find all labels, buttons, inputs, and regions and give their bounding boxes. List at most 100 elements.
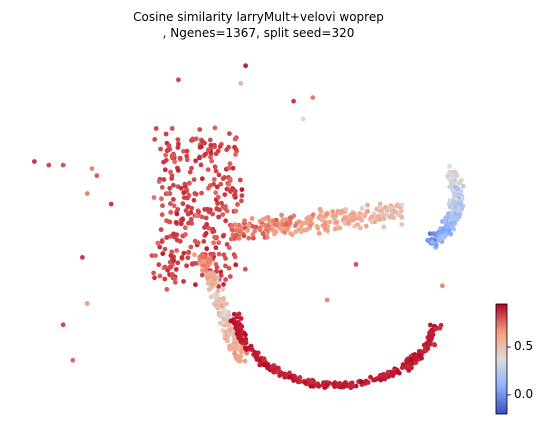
- scatter-point: [181, 195, 187, 201]
- scatter-point: [239, 193, 245, 199]
- scatter-point: [238, 229, 243, 234]
- scatter-point: [159, 239, 165, 245]
- scatter-point: [316, 231, 322, 236]
- scatter-point: [206, 225, 212, 231]
- scatter-point: [60, 162, 66, 168]
- scatter-point: [233, 262, 239, 268]
- scatter-point: [226, 309, 231, 315]
- scatter-point: [350, 215, 355, 221]
- scatter-point: [425, 237, 430, 243]
- scatter-point: [447, 169, 453, 175]
- scatter-point: [244, 350, 250, 356]
- scatter-point: [242, 218, 248, 224]
- scatter-point: [428, 322, 433, 328]
- scatter-point: [323, 382, 329, 388]
- scatter-point: [204, 275, 210, 280]
- scatter-point: [184, 263, 190, 269]
- colorbar: [495, 303, 508, 415]
- scatter-point: [447, 198, 453, 203]
- scatter-point: [317, 213, 323, 219]
- scatter-point: [310, 95, 316, 100]
- scatter-point: [237, 353, 243, 359]
- scatter-point: [242, 266, 248, 272]
- scatter-point: [222, 206, 228, 212]
- scatter-point: [236, 235, 242, 241]
- scatter-point: [224, 334, 230, 339]
- scatter-point: [218, 269, 224, 275]
- scatter-point: [445, 214, 451, 219]
- scatter-point: [210, 281, 216, 287]
- scatter-point: [177, 155, 183, 161]
- scatter-point: [181, 190, 187, 196]
- colorbar-tick-label-1: 0.0: [514, 386, 534, 401]
- scatter-point: [175, 260, 181, 266]
- scatter-point: [180, 201, 186, 207]
- scatter-point: [325, 228, 330, 234]
- scatter-point: [239, 349, 245, 354]
- scatter-point: [363, 223, 369, 229]
- scatter-point: [159, 212, 165, 218]
- scatter-point: [353, 383, 359, 389]
- scatter-point: [174, 248, 180, 253]
- scatter-point: [156, 179, 162, 184]
- scatter-point: [226, 165, 232, 171]
- scatter-point: [178, 185, 184, 191]
- scatter-point: [232, 351, 238, 357]
- scatter-point: [223, 263, 228, 269]
- scatter-point: [365, 379, 371, 385]
- scatter-point: [357, 216, 362, 221]
- scatter-point: [220, 233, 226, 239]
- scatter-point: [222, 192, 228, 198]
- scatter-point: [232, 144, 237, 150]
- scatter-point: [437, 325, 443, 331]
- scatter-point: [220, 212, 226, 218]
- scatter-point: [169, 126, 175, 131]
- scatter-point: [440, 228, 446, 234]
- scatter-point: [203, 231, 209, 236]
- scatter-point: [46, 162, 52, 168]
- scatter-point: [163, 131, 169, 137]
- scatter-point: [80, 255, 85, 260]
- scatter-point: [272, 231, 277, 237]
- scatter-point: [217, 320, 223, 326]
- scatter-point: [171, 258, 177, 263]
- scatter-point: [151, 195, 157, 200]
- scatter-point: [175, 207, 181, 212]
- scatter-point: [357, 211, 363, 216]
- scatter-point: [389, 370, 395, 376]
- scatter-point: [380, 212, 386, 218]
- scatter-point: [413, 355, 418, 361]
- scatter-point: [391, 215, 397, 221]
- scatter-point: [358, 379, 364, 384]
- scatter-point: [197, 127, 203, 132]
- scatter-point: [191, 261, 197, 266]
- scatter-point: [188, 244, 194, 250]
- scatter-point: [447, 164, 452, 169]
- scatter-point: [201, 258, 206, 264]
- scatter-point: [227, 274, 233, 279]
- scatter-point: [179, 255, 185, 260]
- scatter-point: [174, 211, 180, 217]
- scatter-point: [408, 357, 414, 363]
- scatter-point: [451, 169, 457, 175]
- scatter-point: [208, 154, 213, 160]
- scatter-point: [169, 249, 175, 255]
- scatter-point: [233, 152, 238, 157]
- scatter-point: [211, 240, 217, 246]
- scatter-point: [168, 209, 174, 215]
- scatter-point: [202, 225, 207, 230]
- scatter-point: [260, 217, 266, 223]
- scatter-point: [342, 380, 348, 386]
- scatter-point: [200, 263, 206, 268]
- scatter-point: [298, 223, 304, 229]
- scatter-point: [287, 219, 293, 224]
- scatter-point: [217, 144, 223, 149]
- scatter-point: [302, 380, 308, 385]
- scatter-point: [460, 183, 466, 189]
- scatter-point: [399, 365, 405, 371]
- scatter-point: [184, 148, 190, 154]
- scatter-point: [189, 205, 195, 211]
- scatter-point: [210, 251, 216, 257]
- chart-title-line-2: , Ngenes=1367, split seed=320: [162, 26, 355, 40]
- scatter-point: [185, 204, 191, 210]
